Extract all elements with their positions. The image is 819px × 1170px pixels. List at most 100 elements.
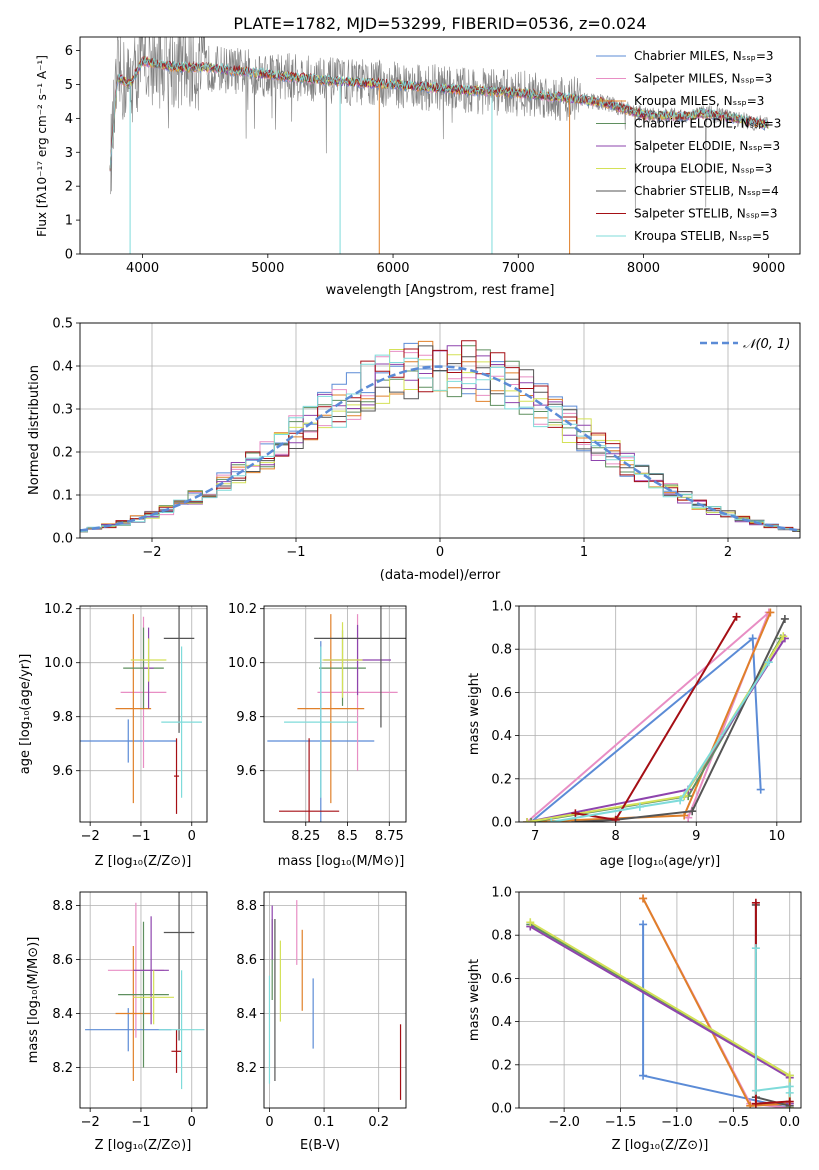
weight-vs-age-point-marker bbox=[547, 818, 556, 822]
weight-vs-age-ytick-label: 1.0 bbox=[491, 600, 512, 615]
observed-spectrum-line bbox=[110, 37, 769, 211]
residual-xtick-label: 2 bbox=[724, 545, 732, 560]
weight-vs-age-xlabel: age [log₁₀(age/yr)] bbox=[600, 854, 721, 869]
weight-vs-age-ytick-label: 0.4 bbox=[491, 729, 512, 744]
age-vs-mass-ytick-label: 9.8 bbox=[236, 710, 257, 725]
residual-ytick-label: 0.2 bbox=[52, 446, 73, 461]
legend-label: Kroupa STELIB, Nₛₛₚ=5 bbox=[634, 229, 770, 243]
weight-vs-age-point-marker bbox=[732, 612, 741, 621]
normal-reference-curve bbox=[80, 365, 800, 532]
spectrum-xlabel: wavelength [Angstrom, rest frame] bbox=[326, 283, 555, 298]
weight-vs-age-frame bbox=[518, 605, 802, 823]
age-vs-metallicity-panel: −2 −1 0 9.6 9.8 10.0 10.2 Z [log₁₀(Z/Z⊙)] age … bbox=[18, 602, 208, 869]
clip-mass-vs-ebv-marks bbox=[268, 900, 402, 1100]
weight-vs-metallicity-point-marker bbox=[746, 1101, 755, 1108]
weight-vs-age-point-marker bbox=[523, 818, 532, 822]
mass-vs-ebv-ytick-label: 8.6 bbox=[236, 953, 257, 968]
weight-vs-metallicity-point-marker bbox=[751, 1086, 760, 1095]
weight-vs-metallicity-xtick-label: −2.0 bbox=[548, 1115, 580, 1130]
mass-vs-metallicity-ylabel: mass [log₁₀(M/M⊙)] bbox=[26, 937, 41, 1064]
mass-vs-metallicity-ytick-label: 8.8 bbox=[52, 899, 73, 914]
weight-vs-age-point-marker bbox=[571, 809, 580, 818]
age-vs-metallicity-plot-area: −2 −1 0 9.6 9.8 10.0 10.2 bbox=[44, 602, 208, 844]
weight-vs-metallicity-xtick-label: −0.5 bbox=[718, 1115, 750, 1130]
mass-vs-ebv-ytick-label: 8.2 bbox=[236, 1061, 257, 1076]
weight-vs-metallicity-ylabel: mass weight bbox=[467, 959, 482, 1041]
weight-vs-age-xtick-label: 7 bbox=[531, 829, 539, 844]
weight-vs-age-point-marker bbox=[688, 807, 697, 816]
weight-vs-age-point-marker bbox=[766, 608, 775, 617]
legend-label: Salpeter STELIB, Nₛₛₚ=3 bbox=[634, 207, 778, 221]
spectrum-ytick-label: 2 bbox=[65, 180, 73, 195]
weight-vs-metallicity-point-marker bbox=[639, 894, 648, 903]
residual-plot-area: −2 −1 0 1 2 0.0 0.1 0.2 0.3 0.4 0.5 bbox=[52, 317, 801, 560]
mass-vs-ebv-xtick-label: 0.1 bbox=[314, 1115, 335, 1130]
mass-vs-ebv-ytick-label: 8.4 bbox=[236, 1007, 257, 1022]
model-spectrum-line bbox=[109, 56, 769, 169]
weight-vs-age-panel: 7 8 9 10 0.0 0.2 0.4 0.6 0.8 1.0 age [log₁₀(age/y… bbox=[467, 600, 802, 869]
spectrum-ytick-label: 1 bbox=[65, 214, 73, 229]
weight-vs-age-xtick-label: 8 bbox=[612, 829, 620, 844]
age-vs-metallicity-ytick-label: 10.2 bbox=[44, 602, 73, 617]
weight-vs-metallicity-point-marker bbox=[639, 920, 648, 929]
weight-vs-age-point-marker bbox=[756, 785, 765, 794]
age-vs-mass-xlabel: mass [log₁₀(M/M⊙)] bbox=[278, 854, 405, 869]
spectrum-ytick-label: 3 bbox=[65, 146, 73, 161]
legend-label: Salpeter ELODIE, Nₛₛₚ=3 bbox=[634, 139, 780, 153]
age-vs-metallicity-xlabel: Z [log₁₀(Z/Z⊙)] bbox=[95, 854, 192, 869]
age-vs-metallicity-xtick-label: −1 bbox=[131, 829, 150, 844]
mass-vs-metallicity-xtick-label: −2 bbox=[81, 1115, 100, 1130]
clip-weight-vs-age-marks bbox=[523, 608, 789, 822]
age-vs-mass-xtick-label: 8.75 bbox=[375, 829, 404, 844]
weight-vs-metallicity-ytick-label: 0.6 bbox=[491, 972, 512, 987]
age-vs-mass-ytick-label: 9.6 bbox=[236, 764, 257, 779]
age-vs-mass-frame bbox=[263, 605, 407, 823]
age-vs-mass-plot-area: 8.25 8.5 8.75 9.6 9.8 10.0 10.2 bbox=[228, 602, 407, 844]
weight-vs-metallicity-point-marker bbox=[751, 898, 760, 907]
spectrum-legend: Chabrier MILES, Nₛₛₚ=3 Salpeter MILES, Nₛ… bbox=[596, 49, 781, 243]
residual-frame bbox=[79, 322, 801, 539]
residual-ytick-label: 0.4 bbox=[52, 360, 73, 375]
spectrum-xtick-label: 4000 bbox=[126, 261, 159, 276]
age-vs-metallicity-ytick-label: 9.6 bbox=[52, 764, 73, 779]
age-vs-mass-xtick-label: 8.5 bbox=[337, 829, 358, 844]
mass-vs-ebv-ytick-label: 8.8 bbox=[236, 899, 257, 914]
spectrum-ytick-label: 6 bbox=[65, 44, 73, 59]
weight-vs-metallicity-point-marker bbox=[751, 944, 760, 953]
age-vs-metallicity-xtick-label: −2 bbox=[81, 829, 100, 844]
residual-ytick-label: 0.3 bbox=[52, 403, 73, 418]
weight-vs-metallicity-point-marker bbox=[639, 1071, 648, 1080]
mass-vs-ebv-frame bbox=[263, 891, 407, 1109]
mass-vs-metallicity-xtick-label: −1 bbox=[131, 1115, 150, 1130]
weight-vs-metallicity-xtick-label: −1.0 bbox=[661, 1115, 693, 1130]
spectrum-plot-area: 4000 5000 6000 7000 8000 9000 0 1 2 3 4 5 6 bbox=[65, 36, 801, 276]
mass-vs-metallicity-ytick-label: 8.4 bbox=[52, 1007, 73, 1022]
spectrum-ytick-label: 4 bbox=[65, 112, 73, 127]
age-vs-metallicity-frame bbox=[79, 605, 208, 823]
weight-vs-metallicity-point-marker bbox=[785, 1088, 794, 1097]
weight-vs-age-point-marker bbox=[611, 815, 620, 822]
weight-vs-metallicity-ytick-label: 0.2 bbox=[491, 1058, 512, 1073]
weight-vs-metallicity-point-marker bbox=[785, 1071, 794, 1080]
residual-xtick-label: −2 bbox=[142, 545, 161, 560]
weight-vs-metallicity-plot-area: −2.0 −1.5 −1.0 −0.5 0.0 0.0 0.2 0.4 0.6 0.8 1.0 bbox=[491, 886, 802, 1130]
spectrum-xtick-label: 6000 bbox=[376, 261, 409, 276]
residual-xlabel: (data-model)/error bbox=[380, 568, 501, 583]
spectrum-xtick-label: 5000 bbox=[251, 261, 284, 276]
age-vs-mass-panel: 8.25 8.5 8.75 9.6 9.8 10.0 10.2 mass [log₁₀(M/… bbox=[228, 602, 407, 869]
residual-histogram-step bbox=[80, 340, 800, 533]
spectrum-panel: PLATE=1782, MJD=53299, FIBERID=0536, z=0… bbox=[35, 14, 801, 298]
spectrum-ytick-label: 5 bbox=[65, 78, 73, 93]
residual-ytick-label: 0.0 bbox=[52, 532, 73, 547]
mass-vs-ebv-xtick-label: 0 bbox=[265, 1115, 273, 1130]
weight-vs-age-point-marker bbox=[764, 658, 773, 667]
clip-weight-vs-metallicity-marks bbox=[526, 894, 794, 1108]
legend-label: Kroupa MILES, Nₛₛₚ=3 bbox=[634, 94, 764, 108]
weight-vs-metallicity-xtick-label: 0.0 bbox=[779, 1115, 800, 1130]
legend-label: Kroupa ELODIE, Nₛₛₚ=3 bbox=[634, 162, 772, 176]
weight-vs-age-ytick-label: 0.8 bbox=[491, 643, 512, 658]
residual-xtick-label: 1 bbox=[580, 545, 588, 560]
clip-age-vs-mass-marks bbox=[267, 606, 406, 822]
weight-vs-age-point-marker bbox=[779, 632, 788, 641]
